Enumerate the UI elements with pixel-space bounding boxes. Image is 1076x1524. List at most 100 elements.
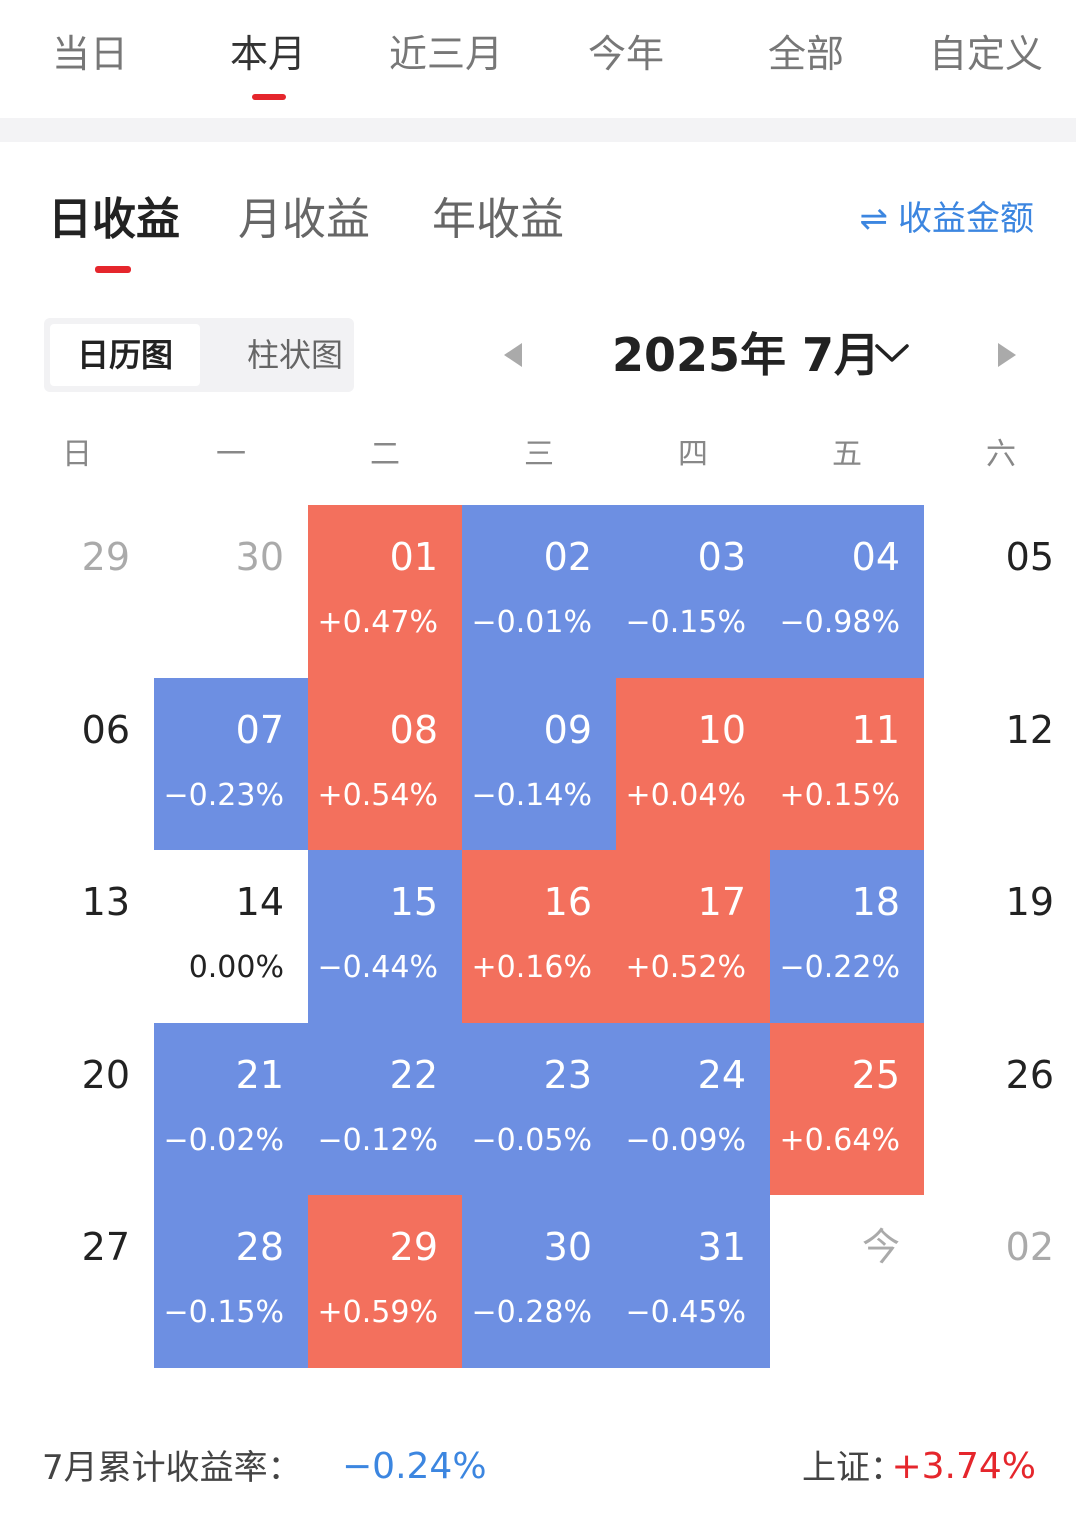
tab-this-month[interactable]: 本月 [229, 32, 306, 76]
cumulative-return-label: 7月累计收益率： [42, 1448, 302, 1488]
calendar-day-number: 11 [851, 708, 900, 752]
calendar-day-cell[interactable]: 18 −0.22% [770, 850, 924, 1023]
calendar-day-number: 17 [697, 880, 746, 924]
month-selector[interactable]: 2025年 7月 [612, 328, 881, 382]
calendar-day-cell[interactable]: 16 +0.16% [462, 850, 616, 1023]
calendar-day-return: −0.01% [471, 605, 592, 640]
chart-view-switch: 日历图 柱状图 [44, 318, 354, 392]
chevron-down-icon[interactable] [874, 338, 910, 368]
calendar-day-return: −0.45% [625, 1295, 746, 1330]
weekday-thu: 四 [678, 437, 708, 472]
tab-last-three-months[interactable]: 近三月 [388, 32, 503, 76]
calendar-day-cell[interactable]: 14 0.00% [154, 850, 308, 1023]
period-tabs: 当日 本月 近三月 今年 全部 自定义 [0, 0, 1076, 118]
tab-daily-earnings[interactable]: 日收益 [48, 194, 180, 245]
calendar-day-number: 15 [389, 880, 438, 924]
calendar-day-number: 02 [1005, 1225, 1054, 1269]
calendar-day-cell: 20 [0, 1023, 154, 1195]
calendar-day-return: +0.54% [317, 778, 438, 813]
calendar-day-number: 10 [697, 708, 746, 752]
calendar-day-number: 20 [81, 1053, 130, 1097]
earnings-calendar: 29 30 01 +0.47% 02 −0.01% 03 −0.15% 04 −0.98% 05 06… [0, 505, 1076, 1368]
calendar-day-cell[interactable]: 31 −0.45% [616, 1195, 770, 1368]
calendar-day-number: 04 [851, 535, 900, 579]
toggle-earnings-amount-button[interactable]: ⇌ 收益金额 [860, 196, 1035, 242]
calendar-day-return: 0.00% [188, 950, 284, 985]
calendar-day-number: 29 [389, 1225, 438, 1269]
calendar-day-return: −0.44% [317, 950, 438, 985]
calendar-day-cell[interactable]: 28 −0.15% [154, 1195, 308, 1368]
calendar-day-number: 03 [697, 535, 746, 579]
next-month-icon[interactable] [996, 340, 1020, 370]
calendar-day-number: 19 [1005, 880, 1054, 924]
tab-this-year[interactable]: 今年 [587, 32, 664, 76]
calendar-day-cell[interactable]: 01 +0.47% [308, 505, 462, 678]
calendar-day-cell[interactable]: 07 −0.23% [154, 678, 308, 850]
calendar-view-button[interactable]: 日历图 [50, 324, 200, 386]
calendar-day-return: −0.98% [779, 605, 900, 640]
calendar-day-return: −0.14% [471, 778, 592, 813]
calendar-day-return: +0.16% [471, 950, 592, 985]
calendar-day-cell[interactable]: 30 −0.28% [462, 1195, 616, 1368]
tab-monthly-earnings[interactable]: 月收益 [238, 194, 370, 245]
calendar-day-number: 25 [851, 1053, 900, 1097]
calendar-day-cell[interactable]: 09 −0.14% [462, 678, 616, 850]
calendar-day-return: +0.64% [779, 1123, 900, 1158]
calendar-day-cell[interactable]: 15 −0.44% [308, 850, 462, 1023]
calendar-day-number: 28 [235, 1225, 284, 1269]
weekday-mon: 一 [216, 437, 246, 472]
calendar-day-cell[interactable]: 22 −0.12% [308, 1023, 462, 1195]
calendar-day-cell: 19 [924, 850, 1076, 1023]
calendar-day-cell: 29 [0, 505, 154, 678]
weekday-tue: 二 [370, 437, 400, 472]
weekday-sun: 日 [62, 437, 92, 472]
previous-month-icon[interactable] [500, 340, 524, 370]
calendar-day-number: 23 [543, 1053, 592, 1097]
index-value: +3.74% [891, 1446, 1036, 1487]
calendar-day-return: −0.15% [163, 1295, 284, 1330]
calendar-day-number: 今 [861, 1225, 900, 1269]
swap-arrows-icon: ⇌ [859, 199, 889, 239]
tab-all[interactable]: 全部 [767, 32, 844, 76]
calendar-day-return: −0.22% [779, 950, 900, 985]
calendar-day-cell[interactable]: 24 −0.09% [616, 1023, 770, 1195]
calendar-day-cell[interactable]: 25 +0.64% [770, 1023, 924, 1195]
tab-active-indicator [252, 94, 286, 100]
calendar-day-number: 30 [543, 1225, 592, 1269]
calendar-day-number: 13 [81, 880, 130, 924]
calendar-day-number: 24 [697, 1053, 746, 1097]
calendar-day-return: −0.12% [317, 1123, 438, 1158]
calendar-day-number: 07 [235, 708, 284, 752]
calendar-day-number: 26 [1005, 1053, 1054, 1097]
calendar-day-number: 29 [81, 535, 130, 579]
calendar-day-number: 16 [543, 880, 592, 924]
tab-custom[interactable]: 自定义 [928, 32, 1043, 76]
calendar-day-number: 22 [389, 1053, 438, 1097]
calendar-day-return: −0.09% [625, 1123, 746, 1158]
weekday-sat: 六 [986, 437, 1016, 472]
calendar-day-cell: 02 [924, 1195, 1076, 1368]
calendar-day-cell[interactable]: 10 +0.04% [616, 678, 770, 850]
tab-today[interactable]: 当日 [51, 32, 128, 76]
calendar-day-cell[interactable]: 03 −0.15% [616, 505, 770, 678]
calendar-day-return: +0.59% [317, 1295, 438, 1330]
calendar-day-cell[interactable]: 02 −0.01% [462, 505, 616, 678]
calendar-day-cell: 26 [924, 1023, 1076, 1195]
calendar-day-cell[interactable]: 04 −0.98% [770, 505, 924, 678]
bar-chart-view-button[interactable]: 柱状图 [246, 336, 343, 374]
calendar-day-return: +0.47% [317, 605, 438, 640]
calendar-day-cell[interactable]: 17 +0.52% [616, 850, 770, 1023]
calendar-day-cell[interactable]: 29 +0.59% [308, 1195, 462, 1368]
calendar-day-number: 27 [81, 1225, 130, 1269]
calendar-day-cell[interactable]: 11 +0.15% [770, 678, 924, 850]
calendar-day-number: 08 [389, 708, 438, 752]
tab-yearly-earnings[interactable]: 年收益 [432, 194, 564, 245]
calendar-day-cell[interactable]: 08 +0.54% [308, 678, 462, 850]
calendar-day-number: 14 [235, 880, 284, 924]
calendar-day-cell[interactable]: 21 −0.02% [154, 1023, 308, 1195]
weekday-fri: 五 [832, 437, 862, 472]
calendar-day-cell[interactable]: 23 −0.05% [462, 1023, 616, 1195]
earnings-tab-indicator [95, 266, 131, 273]
calendar-day-number: 21 [235, 1053, 284, 1097]
calendar-day-return: −0.15% [625, 605, 746, 640]
